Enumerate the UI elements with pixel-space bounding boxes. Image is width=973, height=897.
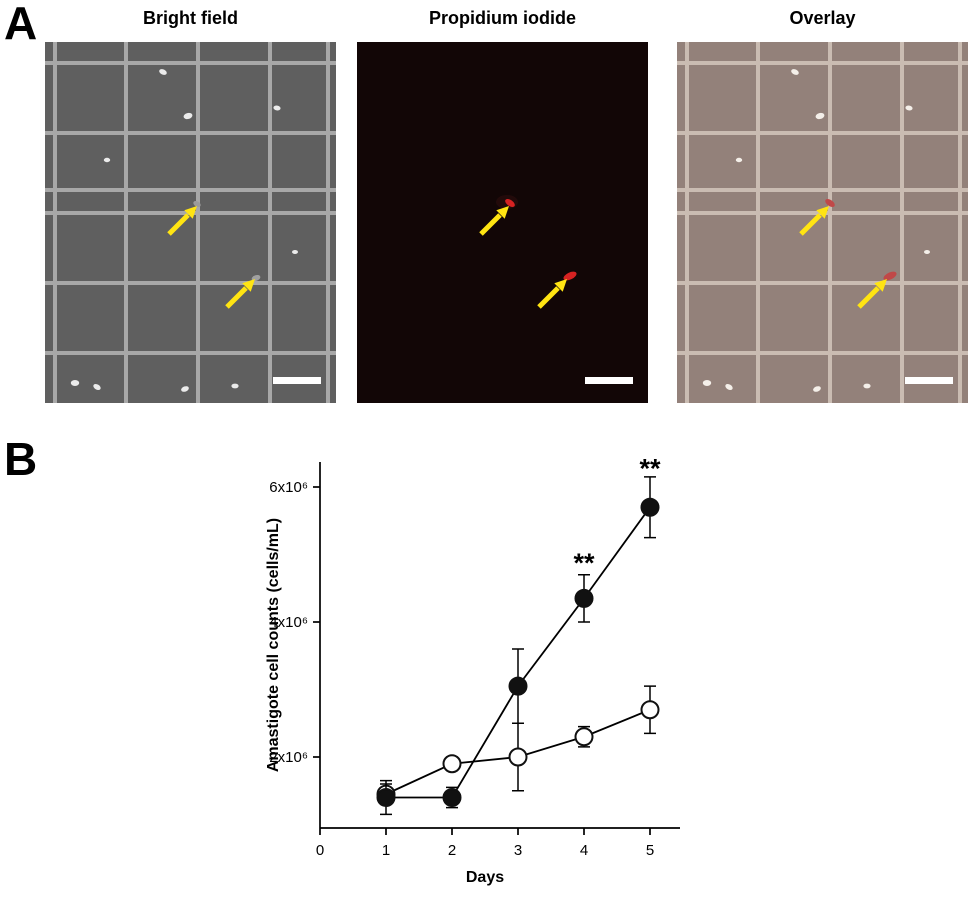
data-point-open — [508, 747, 528, 767]
y-tick-label: 4x10⁶ — [269, 614, 308, 631]
propidium-iodide-micrograph — [357, 42, 648, 403]
x-tick-label: 3 — [514, 842, 522, 859]
x-tick-label: 5 — [646, 842, 654, 859]
data-point-filled — [442, 788, 462, 807]
data-point-filled — [508, 676, 528, 696]
overlay-micrograph — [677, 42, 968, 403]
y-tick-label: 6x10⁶ — [269, 479, 308, 496]
dead-cell — [193, 200, 201, 208]
significance-marker: ** — [639, 453, 661, 483]
micrograph-background — [357, 42, 648, 403]
x-tick-label: 4 — [580, 842, 588, 859]
micrograph-background — [677, 42, 968, 403]
data-point-open — [442, 754, 462, 774]
x-tick-label: 0 — [316, 842, 324, 859]
bright-field-micrograph — [45, 42, 336, 403]
x-tick-label: 1 — [382, 842, 390, 859]
scale-bar — [585, 377, 633, 384]
growth-curve-chart: Amastigote cell counts (cells/mL)2x10⁶ 4x… — [265, 453, 680, 886]
scale-bar — [905, 377, 953, 384]
significance-marker: ** — [573, 548, 595, 578]
bright-field-title: Bright field — [143, 8, 238, 28]
data-point-open — [640, 700, 660, 720]
y-tick-label: 2x10⁶ — [269, 749, 308, 766]
x-axis-title: Days — [466, 869, 504, 886]
y-axis-title: Amastigote cell counts (cells/mL) — [265, 518, 282, 772]
panel-b-label: B — [4, 433, 38, 485]
scale-bar — [273, 377, 321, 384]
data-point-filled — [574, 588, 594, 608]
x-tick-label: 2 — [448, 842, 456, 859]
data-point-open — [574, 727, 594, 747]
micrograph-background — [45, 42, 336, 403]
propidium-iodide-title: Propidium iodide — [429, 8, 576, 28]
panel-a-label: A — [4, 0, 38, 49]
data-point-filled — [640, 497, 660, 517]
overlay-title: Overlay — [789, 8, 856, 28]
data-point-filled — [376, 788, 396, 807]
